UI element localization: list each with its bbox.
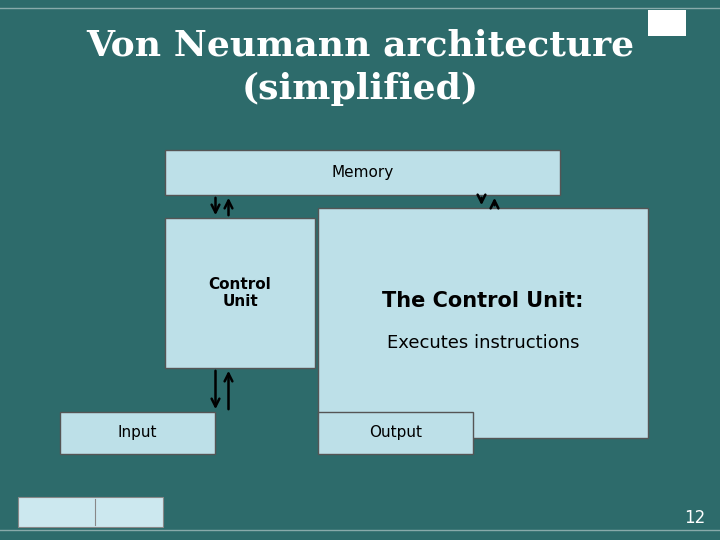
FancyBboxPatch shape — [318, 412, 473, 454]
FancyBboxPatch shape — [60, 412, 215, 454]
Text: The Control Unit:: The Control Unit: — [382, 291, 584, 311]
FancyBboxPatch shape — [18, 497, 163, 527]
Text: Control
Unit: Control Unit — [209, 277, 271, 309]
Text: Von Neumann architecture: Von Neumann architecture — [86, 28, 634, 62]
Text: Kent: Kent — [28, 512, 72, 529]
Text: Memory: Memory — [331, 165, 394, 180]
Text: 12: 12 — [684, 509, 705, 527]
FancyBboxPatch shape — [648, 10, 686, 36]
FancyBboxPatch shape — [318, 208, 648, 438]
Text: Output: Output — [369, 426, 422, 441]
Text: (simplified): (simplified) — [241, 72, 479, 106]
Text: Input: Input — [118, 426, 157, 441]
FancyBboxPatch shape — [165, 150, 560, 195]
FancyBboxPatch shape — [165, 218, 315, 368]
Text: University of: University of — [28, 504, 76, 513]
Text: Executes instructions: Executes instructions — [387, 334, 580, 352]
Text: Computing: Computing — [100, 511, 142, 521]
